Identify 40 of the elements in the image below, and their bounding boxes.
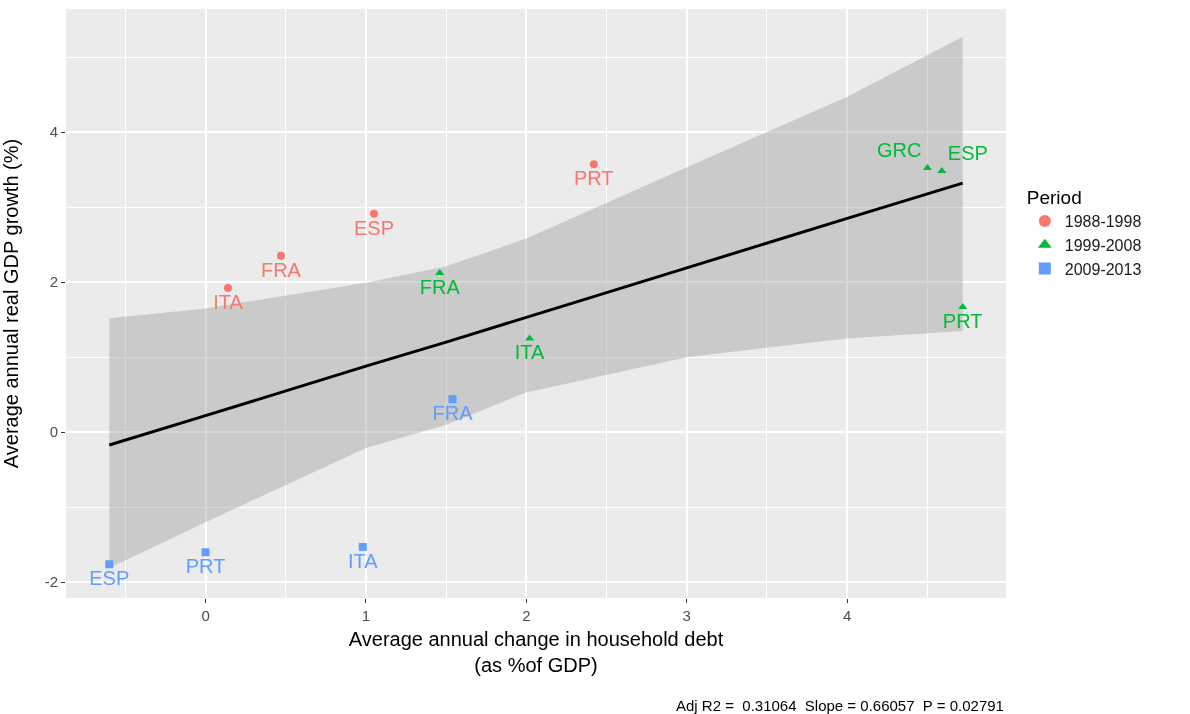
data-label: PRT [573, 167, 614, 190]
point [369, 209, 378, 218]
x-tick-label: 2 [522, 607, 531, 624]
x-tick-label: 1 [361, 607, 371, 624]
data-label: FRA [419, 276, 461, 299]
point [105, 560, 114, 569]
legend-label: 1999-2008 [1064, 236, 1142, 254]
x-tick-label: 3 [682, 607, 691, 624]
data-label: ITA [347, 549, 379, 572]
data-label: FRA [260, 258, 302, 281]
data-label: ITA [213, 291, 244, 314]
y-tick-label: 2 [49, 273, 58, 291]
data-label: ESP [353, 216, 395, 239]
point [937, 167, 947, 174]
y-tick-label: -2 [44, 573, 58, 591]
data-label: ESP [947, 142, 988, 165]
x-tick-label: 0 [201, 607, 210, 624]
point [435, 269, 445, 276]
text: Adj R2 = 0.31064 Slope = 0.66057 P = 0.02791 [676, 697, 1004, 714]
legend-label: 1988-1998 [1064, 213, 1142, 231]
data-label: PRT [942, 309, 983, 332]
x-tick-label: 4 [843, 607, 852, 624]
y-tick-label: 0 [49, 423, 58, 441]
y-axis-title: Average annual real GDP growth (%) [0, 138, 22, 469]
point [589, 160, 598, 169]
data-label: ITA [514, 341, 546, 364]
point [201, 548, 210, 557]
point [276, 251, 285, 260]
point [224, 284, 233, 293]
data-label: GRC [876, 139, 922, 162]
data-label: FRA [432, 402, 474, 425]
point [448, 395, 457, 404]
legend-label: 2009-2013 [1064, 260, 1142, 278]
legend-title: Period [1026, 187, 1082, 209]
y-tick-label: 4 [49, 123, 58, 141]
point [958, 302, 968, 309]
data-label: ESP [89, 567, 130, 590]
x-axis-title: Average annual change in household debt (as %of GDP) [348, 627, 724, 676]
point [358, 542, 367, 551]
data-label: PRT [185, 555, 226, 578]
